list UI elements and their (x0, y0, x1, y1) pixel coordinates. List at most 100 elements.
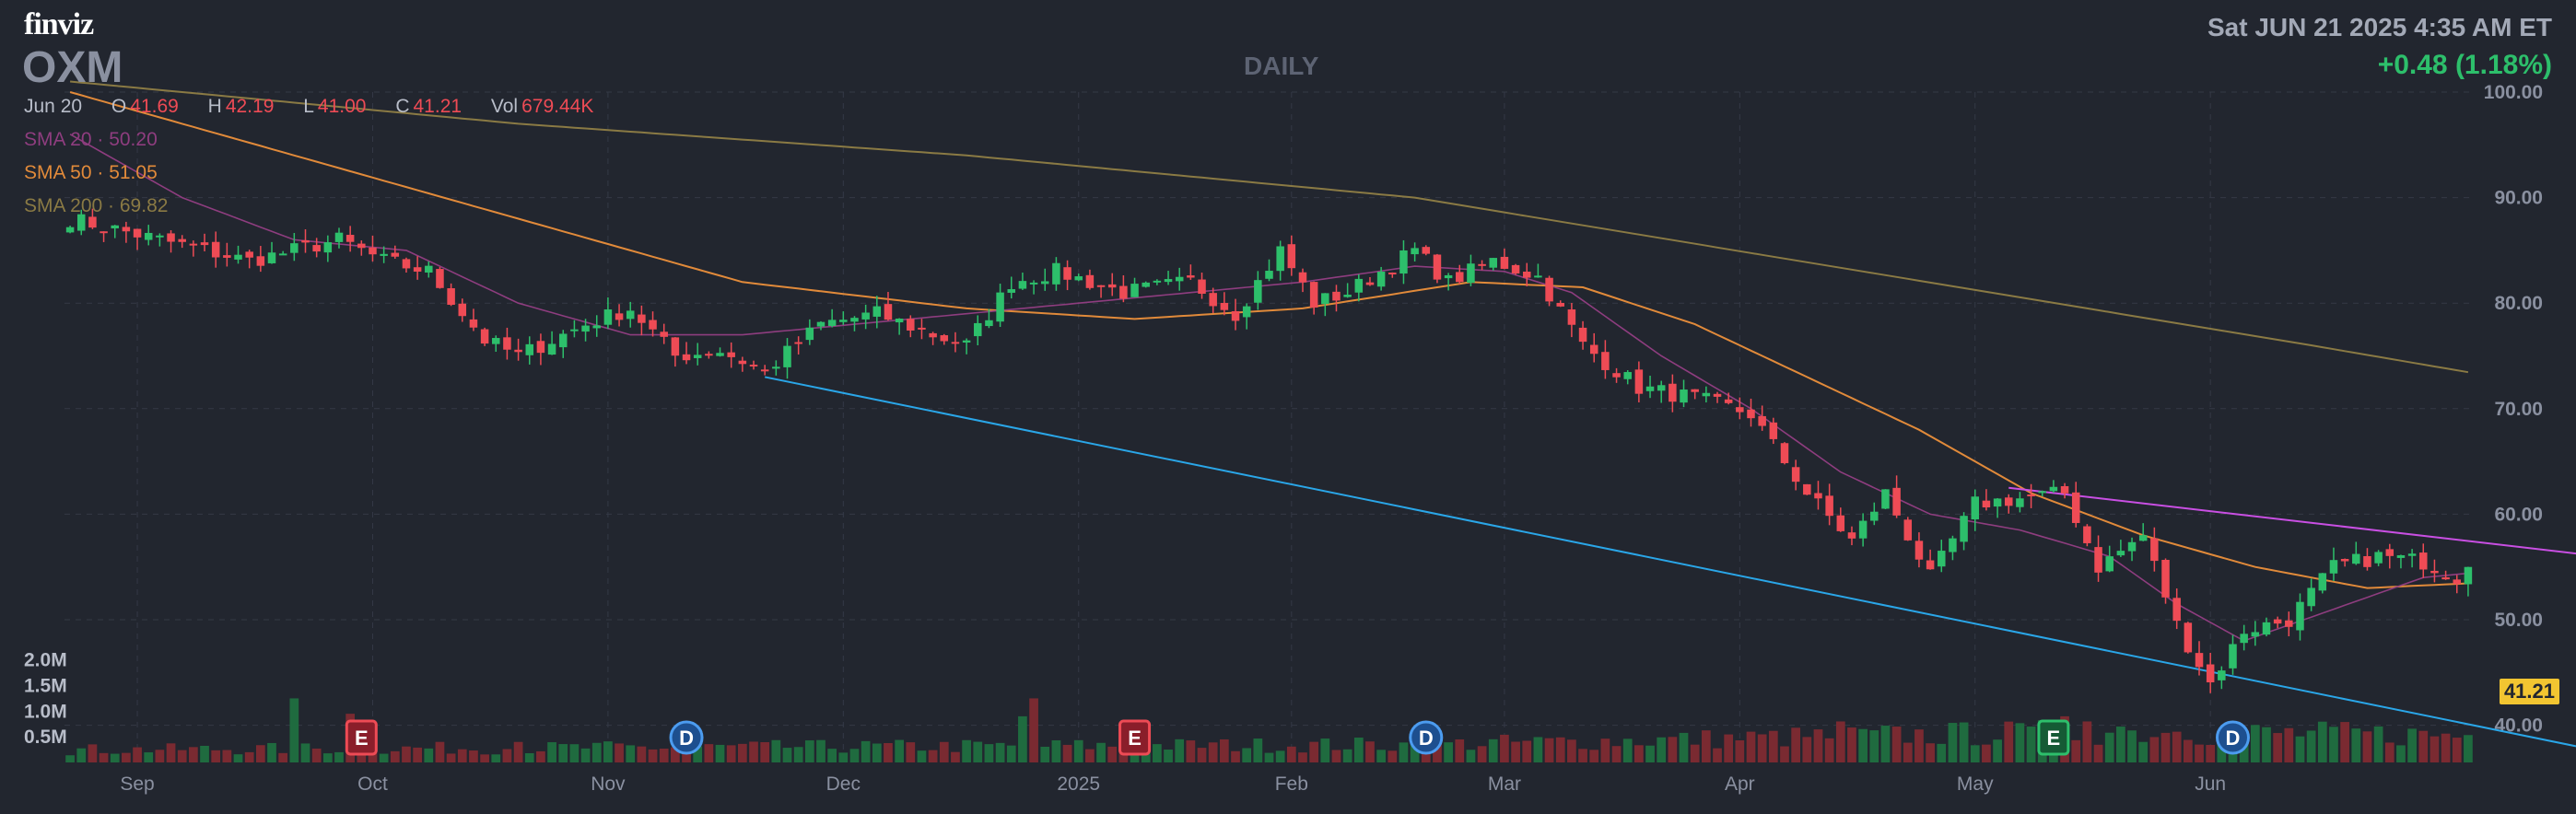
candle-body (1018, 281, 1027, 289)
volume-bar (1555, 737, 1565, 762)
candle-body (1153, 280, 1162, 283)
candle-body (357, 243, 366, 249)
candle-body (1029, 282, 1038, 285)
volume-bar (300, 743, 310, 762)
volume-bar (917, 750, 927, 762)
volume-bar (2295, 736, 2305, 762)
volume-bar (558, 744, 568, 762)
time-tick-label: 2025 (1057, 773, 1100, 795)
candle-body (111, 225, 119, 229)
sma200-legend[interactable]: SMA 200 · 69.82 (24, 195, 169, 216)
volume-label: Vol (490, 96, 519, 117)
finviz-logo[interactable]: finviz (24, 7, 94, 41)
candle-body (1713, 393, 1722, 397)
candle-body (547, 343, 556, 355)
candle-body (1914, 541, 1924, 560)
volume-bar (177, 750, 187, 762)
candle-body (1634, 369, 1644, 394)
candle-body (2352, 553, 2360, 564)
candle-body (536, 341, 545, 354)
candle-body (1456, 272, 1464, 283)
volume-bar (849, 749, 860, 762)
volume-bar (1096, 742, 1106, 762)
volume-bar (715, 744, 725, 762)
volume-bar (1948, 723, 1958, 762)
volume-bar (2138, 741, 2149, 762)
volume-bar (211, 750, 221, 762)
volume-tick-label: 2.0M (24, 650, 67, 671)
earnings-marker (345, 719, 378, 756)
candle-body (1578, 327, 1587, 343)
candle-body (245, 251, 253, 258)
candle-body (1769, 422, 1778, 439)
candle-body (425, 265, 433, 273)
volume-bar (1466, 750, 1476, 762)
volume-bar (524, 753, 534, 762)
candle-body (1040, 281, 1049, 285)
volume-bar (1645, 745, 1655, 762)
candle-body (638, 314, 646, 323)
candle-body (100, 231, 108, 234)
candle-body (2285, 620, 2293, 627)
volume-bar (2396, 745, 2406, 762)
dividend-marker (669, 720, 704, 755)
volume-bar (1107, 746, 1118, 762)
candle-body (492, 338, 500, 344)
volume-bar (200, 745, 209, 762)
volume-bar (2071, 739, 2081, 762)
candle-body (2138, 535, 2148, 541)
candle-body (2094, 547, 2102, 573)
volume-bar (1701, 730, 1711, 762)
open-value: 41.69 (130, 96, 179, 117)
volume-bar (615, 743, 624, 762)
volume-bar (1353, 738, 1364, 762)
last-price-tag: 41.21 (2499, 679, 2559, 704)
volume-bar (2026, 727, 2036, 762)
candle-body (1343, 295, 1352, 297)
volume-bar (1880, 726, 1891, 762)
candle-body (2340, 559, 2349, 562)
candle-body (2027, 494, 2035, 497)
volume-bar (1713, 748, 1722, 762)
candle-body (1119, 285, 1128, 299)
volume-bar (2452, 738, 2462, 762)
volume-bar (2464, 735, 2473, 762)
candle-body (1511, 264, 1520, 274)
volume-bar (2004, 721, 2014, 762)
candle-body (278, 253, 287, 256)
candle-body (1467, 263, 1475, 283)
candle-body (671, 337, 680, 356)
candle-body (267, 252, 276, 263)
volume-bar (2306, 730, 2316, 762)
candle-body (2374, 552, 2383, 564)
candle-body (1589, 344, 1598, 355)
candle-body (884, 304, 893, 320)
close-label: C (395, 96, 410, 117)
volume-bar (267, 742, 276, 762)
candle-body (1623, 372, 1632, 379)
volume-bar (1488, 738, 1498, 762)
candle-body (2430, 570, 2439, 574)
volume-bar (2217, 743, 2227, 762)
sma50-legend[interactable]: SMA 50 · 51.05 (24, 162, 158, 183)
candle-body (1489, 258, 1498, 268)
sma20-legend[interactable]: SMA 20 · 50.20 (24, 129, 158, 150)
volume-bar (76, 748, 87, 762)
volume-bar (2273, 733, 2283, 762)
volume-bar (334, 751, 344, 762)
candle-body (1085, 274, 1095, 288)
candle-body (1534, 275, 1542, 278)
volume-bar (682, 747, 691, 762)
volume-bar (2183, 739, 2193, 762)
candle-body (872, 306, 882, 317)
candle-body (951, 342, 960, 344)
volume-bar (222, 750, 232, 762)
time-tick-label: Feb (1275, 773, 1308, 795)
volume-bar (1286, 746, 1296, 762)
candle-body (2273, 619, 2282, 624)
volume-bar (1219, 738, 1229, 762)
time-tick-label: Dec (826, 773, 861, 795)
volume-bar (144, 752, 154, 762)
